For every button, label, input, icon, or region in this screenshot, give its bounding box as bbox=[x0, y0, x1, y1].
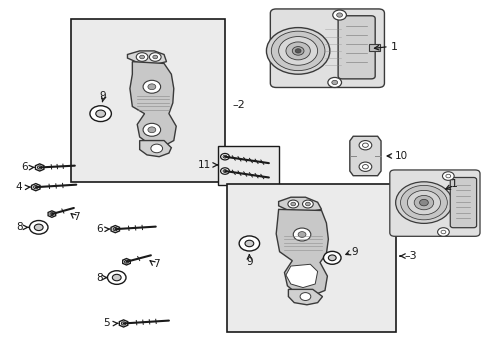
Polygon shape bbox=[140, 140, 171, 157]
Bar bbox=[227, 184, 395, 332]
Circle shape bbox=[332, 10, 346, 20]
Circle shape bbox=[298, 231, 305, 237]
Circle shape bbox=[293, 270, 310, 283]
Text: 8: 8 bbox=[16, 222, 22, 232]
Text: 9: 9 bbox=[100, 91, 106, 101]
Polygon shape bbox=[32, 184, 40, 191]
Circle shape bbox=[437, 228, 448, 236]
Circle shape bbox=[266, 28, 329, 74]
Circle shape bbox=[395, 182, 451, 224]
Circle shape bbox=[358, 140, 371, 150]
Circle shape bbox=[305, 202, 310, 206]
Circle shape bbox=[293, 228, 310, 241]
Text: 1: 1 bbox=[390, 42, 397, 51]
Polygon shape bbox=[122, 258, 130, 265]
Circle shape bbox=[34, 224, 43, 230]
Text: 1: 1 bbox=[450, 179, 457, 189]
Polygon shape bbox=[278, 197, 321, 213]
Text: 5: 5 bbox=[103, 319, 110, 328]
Text: 8: 8 bbox=[96, 273, 103, 283]
Polygon shape bbox=[130, 62, 176, 146]
Polygon shape bbox=[285, 264, 317, 288]
Circle shape bbox=[400, 185, 447, 220]
Circle shape bbox=[239, 236, 259, 251]
FancyBboxPatch shape bbox=[389, 170, 479, 236]
Circle shape bbox=[153, 55, 158, 59]
Text: 9: 9 bbox=[245, 257, 252, 267]
Bar bbox=[71, 19, 224, 182]
Circle shape bbox=[285, 42, 310, 60]
Circle shape bbox=[220, 168, 229, 174]
Circle shape bbox=[287, 200, 298, 208]
Polygon shape bbox=[111, 226, 119, 233]
Polygon shape bbox=[48, 211, 56, 217]
Text: 6: 6 bbox=[96, 224, 103, 234]
Circle shape bbox=[327, 77, 341, 87]
Circle shape bbox=[147, 84, 156, 90]
Text: –2: –2 bbox=[232, 100, 245, 110]
Circle shape bbox=[90, 106, 111, 122]
Circle shape bbox=[136, 53, 148, 61]
Text: 10: 10 bbox=[394, 151, 407, 161]
Circle shape bbox=[298, 274, 305, 280]
FancyBboxPatch shape bbox=[270, 9, 384, 87]
Circle shape bbox=[96, 110, 105, 117]
FancyBboxPatch shape bbox=[449, 177, 476, 228]
Circle shape bbox=[292, 46, 304, 55]
Text: 7: 7 bbox=[153, 259, 159, 269]
Circle shape bbox=[407, 190, 440, 215]
Text: –3: –3 bbox=[404, 251, 416, 261]
Circle shape bbox=[112, 274, 121, 281]
Circle shape bbox=[278, 37, 317, 65]
Polygon shape bbox=[276, 210, 328, 296]
Circle shape bbox=[147, 127, 156, 133]
Circle shape bbox=[336, 13, 342, 17]
Text: 4: 4 bbox=[16, 182, 22, 192]
Text: 6: 6 bbox=[21, 162, 27, 172]
Circle shape bbox=[358, 162, 371, 171]
Circle shape bbox=[290, 202, 295, 206]
Circle shape bbox=[220, 153, 229, 160]
Circle shape bbox=[244, 240, 253, 247]
Text: 9: 9 bbox=[351, 247, 358, 257]
Polygon shape bbox=[288, 289, 322, 305]
Circle shape bbox=[413, 195, 433, 210]
Circle shape bbox=[271, 31, 325, 71]
Polygon shape bbox=[127, 51, 166, 65]
Text: 11: 11 bbox=[198, 160, 211, 170]
FancyBboxPatch shape bbox=[337, 16, 374, 79]
Circle shape bbox=[140, 55, 144, 59]
Circle shape bbox=[331, 80, 337, 85]
Bar bbox=[217, 146, 278, 185]
Circle shape bbox=[151, 144, 162, 153]
Circle shape bbox=[419, 199, 427, 206]
Text: 7: 7 bbox=[73, 212, 80, 222]
Polygon shape bbox=[36, 164, 44, 171]
Polygon shape bbox=[119, 320, 127, 327]
Circle shape bbox=[149, 53, 161, 61]
Circle shape bbox=[302, 200, 313, 208]
Circle shape bbox=[29, 221, 48, 234]
Circle shape bbox=[107, 271, 126, 284]
Circle shape bbox=[143, 123, 160, 136]
Circle shape bbox=[300, 293, 310, 301]
Polygon shape bbox=[349, 136, 380, 176]
Circle shape bbox=[295, 49, 301, 53]
Circle shape bbox=[328, 255, 335, 261]
Circle shape bbox=[323, 251, 340, 264]
Circle shape bbox=[442, 172, 453, 180]
Bar bbox=[368, 44, 379, 51]
Circle shape bbox=[143, 80, 160, 93]
